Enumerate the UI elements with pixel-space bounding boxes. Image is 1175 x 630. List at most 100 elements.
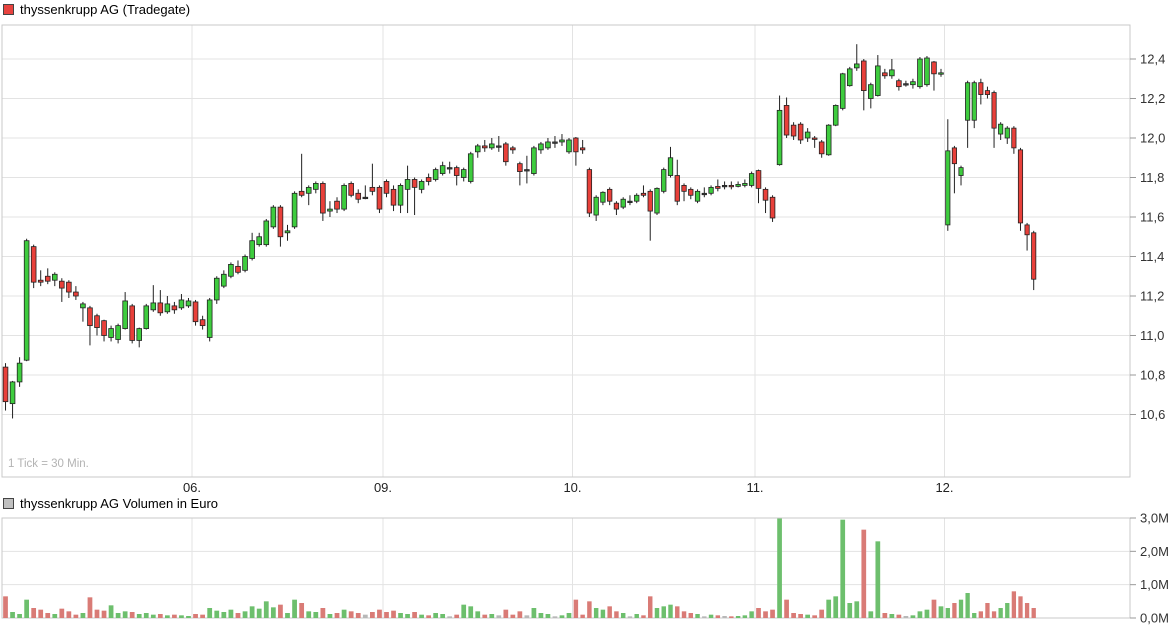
volume-bar	[461, 604, 467, 618]
candle-body	[178, 299, 185, 309]
volume-bar	[3, 596, 8, 618]
volume-bar	[482, 614, 488, 618]
volume-bar	[903, 616, 909, 618]
volume-bar	[607, 606, 612, 618]
volume-bar	[1024, 603, 1030, 618]
volume-bar	[517, 611, 523, 618]
volume-bar	[355, 613, 361, 618]
candle-body	[825, 124, 832, 156]
price-axis-label: 11,4	[1140, 249, 1164, 264]
volume-bar	[958, 599, 964, 618]
volume-bar	[854, 601, 860, 618]
volume-axis-label: 1,0M	[1140, 577, 1169, 592]
candle-body	[552, 141, 558, 144]
candle-body	[460, 169, 467, 178]
volume-bar	[249, 606, 255, 618]
volume-bar	[129, 612, 135, 618]
volume-bar	[320, 608, 326, 618]
candle-body	[228, 263, 234, 277]
volume-bar	[945, 608, 950, 618]
volume-bar	[763, 611, 768, 618]
candle-body	[715, 185, 721, 189]
volume-bar	[172, 614, 177, 618]
volume-bar	[952, 603, 957, 618]
candle-body	[938, 72, 944, 75]
price-axis-label: 10,8	[1140, 368, 1165, 383]
candle-body	[270, 206, 277, 228]
candle-body	[425, 177, 432, 182]
candle-body	[334, 200, 340, 210]
candle-body	[607, 188, 613, 202]
volume-bar	[593, 608, 599, 618]
volume-bar	[614, 611, 619, 618]
price-axis-label: 10,6	[1140, 407, 1165, 422]
candle-body	[896, 80, 902, 88]
candle-body	[122, 300, 128, 329]
volume-bar	[924, 609, 930, 618]
volume-bar	[735, 616, 741, 618]
candle-body	[762, 188, 769, 201]
price-axis-label: 11,6	[1140, 210, 1164, 225]
candle-body	[298, 190, 305, 196]
candle-body	[108, 328, 114, 338]
volume-chart-title: thyssenkrupp AG Volumen in Euro	[3, 497, 218, 510]
candle-body	[654, 187, 660, 214]
candle-body	[748, 173, 755, 186]
volume-bar	[798, 614, 803, 618]
volume-bar	[573, 599, 579, 618]
volume-bar	[278, 604, 283, 618]
candle-body	[721, 184, 728, 188]
volume-bar	[729, 616, 734, 618]
candle-body	[875, 65, 881, 96]
candle-body	[242, 256, 248, 271]
candle-body	[37, 279, 44, 283]
volume-bar	[715, 615, 721, 618]
candle-body	[94, 315, 100, 329]
volume-bar	[186, 616, 191, 618]
volume-bar	[426, 615, 431, 618]
volume-bar	[157, 614, 163, 618]
volume-bar	[805, 614, 810, 618]
candle-body	[804, 131, 811, 139]
candle-body	[917, 58, 923, 88]
candle-body	[910, 81, 916, 86]
volume-axis-label: 2,0M	[1140, 544, 1169, 559]
volume-bar	[742, 615, 748, 618]
candle-body	[23, 240, 30, 361]
candle-body	[566, 139, 572, 153]
candle-body	[1024, 224, 1030, 236]
volume-bar	[108, 605, 114, 618]
volume-bar	[868, 611, 874, 618]
candle-body	[397, 184, 404, 206]
price-series-marker-icon	[3, 4, 14, 15]
candle-body	[1017, 149, 1024, 224]
volume-series-marker-icon	[3, 498, 14, 509]
volume-bar	[784, 599, 789, 618]
volume-bar	[688, 613, 694, 618]
candle-body	[620, 198, 626, 208]
volume-bar	[1018, 596, 1023, 618]
price-axis-label: 11,8	[1140, 170, 1164, 185]
volume-bar	[545, 614, 551, 618]
candle-body	[889, 69, 895, 77]
volume-bar	[370, 612, 375, 618]
volume-bar	[702, 616, 707, 618]
candle-body	[256, 236, 262, 246]
candle-body	[593, 196, 599, 216]
volume-bar	[362, 614, 368, 618]
candle-body	[701, 192, 707, 196]
volume-bar	[917, 611, 923, 618]
candle-body	[846, 68, 853, 87]
candle-body	[199, 319, 206, 327]
candle-body	[861, 60, 867, 91]
candle-body	[87, 307, 93, 327]
volume-bar	[503, 609, 509, 618]
volume-chart-title-text: thyssenkrupp AG Volumen in Euro	[20, 496, 219, 511]
volume-bar	[847, 603, 853, 618]
volume-bar	[66, 611, 72, 618]
candle-body	[790, 124, 797, 137]
volume-bar	[341, 609, 347, 618]
candle-body	[694, 190, 701, 202]
price-axis-label: 12,4	[1140, 52, 1165, 67]
volume-bar	[965, 593, 970, 618]
